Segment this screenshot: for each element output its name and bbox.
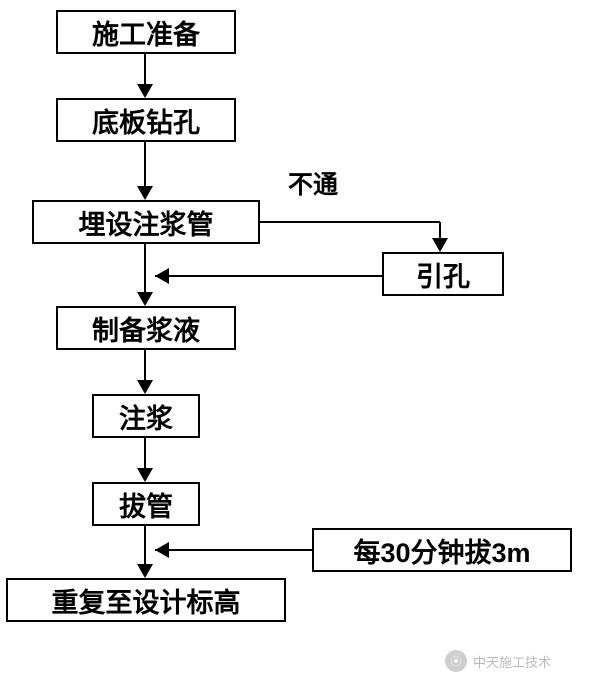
node-n9: 重复至设计标高 (6, 578, 286, 622)
node-n1: 施工准备 (56, 10, 236, 54)
flow-arrow-line (144, 142, 146, 186)
flow-arrow-line (144, 526, 146, 564)
branch2-head (155, 542, 169, 558)
flow-arrow-line (144, 350, 146, 380)
branch2-line (155, 549, 312, 551)
node-n8: 每30分钟拔3m (312, 528, 572, 572)
edge-label-l1: 不通 (288, 165, 338, 201)
flow-arrow-line (144, 54, 146, 84)
flow-arrow-line (144, 244, 146, 292)
node-n5: 制备浆液 (56, 306, 236, 350)
branch1-down (439, 222, 441, 238)
branch1-top (260, 221, 440, 223)
node-n2: 底板钻孔 (56, 98, 236, 142)
watermark: ⦿ 中天施工技术 (445, 650, 551, 672)
flow-arrow-head (137, 186, 153, 200)
branch1-return-head (155, 268, 169, 284)
branch1-return (155, 275, 382, 277)
watermark-text: 中天施工技术 (473, 652, 551, 671)
flow-arrow-head (137, 292, 153, 306)
node-n3: 埋设注浆管 (32, 200, 260, 244)
flow-arrow-head (137, 564, 153, 578)
wechat-icon: ⦿ (445, 650, 467, 672)
node-n4: 引孔 (382, 252, 504, 296)
branch1-down-head (432, 238, 448, 252)
flow-arrow-line (144, 438, 146, 468)
node-n7: 拔管 (92, 482, 200, 526)
flow-arrow-head (137, 84, 153, 98)
flow-arrow-head (137, 468, 153, 482)
flow-arrow-head (137, 380, 153, 394)
node-n6: 注浆 (92, 394, 200, 438)
